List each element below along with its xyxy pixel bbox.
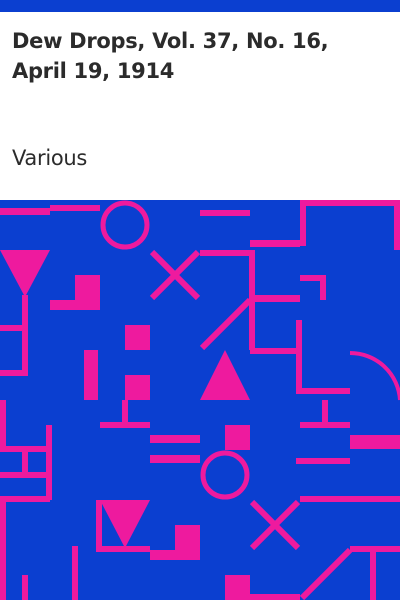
pattern-bar bbox=[250, 240, 300, 247]
pattern-bar bbox=[300, 275, 325, 281]
pattern-bar bbox=[122, 400, 128, 425]
pattern-bar bbox=[150, 455, 200, 463]
pattern-bar bbox=[250, 594, 300, 600]
pattern-bar bbox=[320, 275, 326, 300]
pattern-ring bbox=[100, 200, 150, 250]
pattern-bar bbox=[250, 295, 300, 302]
pattern-bar bbox=[150, 435, 200, 443]
pattern-bar bbox=[296, 458, 350, 464]
pattern-bar bbox=[72, 546, 78, 600]
pattern-square bbox=[125, 325, 150, 350]
pattern-triangle bbox=[200, 350, 250, 400]
pattern-ring bbox=[200, 450, 250, 500]
pattern-step bbox=[150, 525, 200, 560]
pattern-triangle bbox=[0, 250, 50, 297]
pattern-bar bbox=[394, 200, 400, 250]
pattern-bar bbox=[200, 210, 250, 216]
pattern-bar bbox=[322, 400, 328, 425]
pattern-diagonal bbox=[199, 297, 253, 351]
pattern-bar bbox=[0, 496, 6, 600]
pattern-bar bbox=[350, 546, 400, 552]
pattern-bar bbox=[249, 300, 255, 350]
top-accent-bar bbox=[0, 0, 400, 12]
pattern-diagonal bbox=[299, 547, 353, 600]
pattern-triangle bbox=[100, 500, 150, 548]
pattern-bar bbox=[0, 496, 50, 502]
pattern-bar bbox=[370, 550, 376, 600]
pattern-bar bbox=[296, 320, 302, 390]
pattern-bar bbox=[300, 200, 400, 206]
cover-art-pattern bbox=[0, 200, 400, 600]
pattern-bar bbox=[46, 425, 52, 500]
pattern-square bbox=[125, 375, 150, 400]
pattern-arc bbox=[349, 350, 400, 401]
pattern-bar bbox=[350, 496, 400, 502]
pattern-square bbox=[225, 425, 250, 450]
pattern-bar bbox=[300, 496, 350, 502]
pattern-bar bbox=[0, 472, 50, 478]
pattern-bar bbox=[0, 370, 28, 376]
pattern-bar bbox=[96, 500, 102, 550]
cover-art bbox=[0, 200, 400, 600]
pattern-bar bbox=[0, 208, 50, 215]
pattern-bar bbox=[84, 350, 98, 400]
pattern-square bbox=[225, 575, 250, 600]
pattern-bar bbox=[22, 575, 28, 600]
pattern-cross bbox=[149, 249, 201, 301]
pattern-bar bbox=[249, 250, 255, 300]
pattern-bar bbox=[0, 400, 6, 450]
pattern-bar bbox=[0, 325, 25, 331]
pattern-bar bbox=[50, 205, 100, 211]
pattern-bar bbox=[300, 200, 306, 246]
pattern-bar bbox=[200, 250, 255, 256]
pattern-bar bbox=[300, 388, 350, 394]
pattern-bar bbox=[350, 435, 400, 449]
pattern-bar bbox=[22, 300, 28, 375]
pattern-bar bbox=[22, 446, 28, 476]
pattern-step bbox=[50, 275, 100, 310]
pattern-bar bbox=[96, 546, 150, 552]
book-author: Various bbox=[12, 146, 88, 170]
pattern-bar bbox=[250, 348, 300, 354]
book-title: Dew Drops, Vol. 37, No. 16, April 19, 19… bbox=[12, 29, 329, 83]
pattern-cross bbox=[249, 499, 301, 551]
